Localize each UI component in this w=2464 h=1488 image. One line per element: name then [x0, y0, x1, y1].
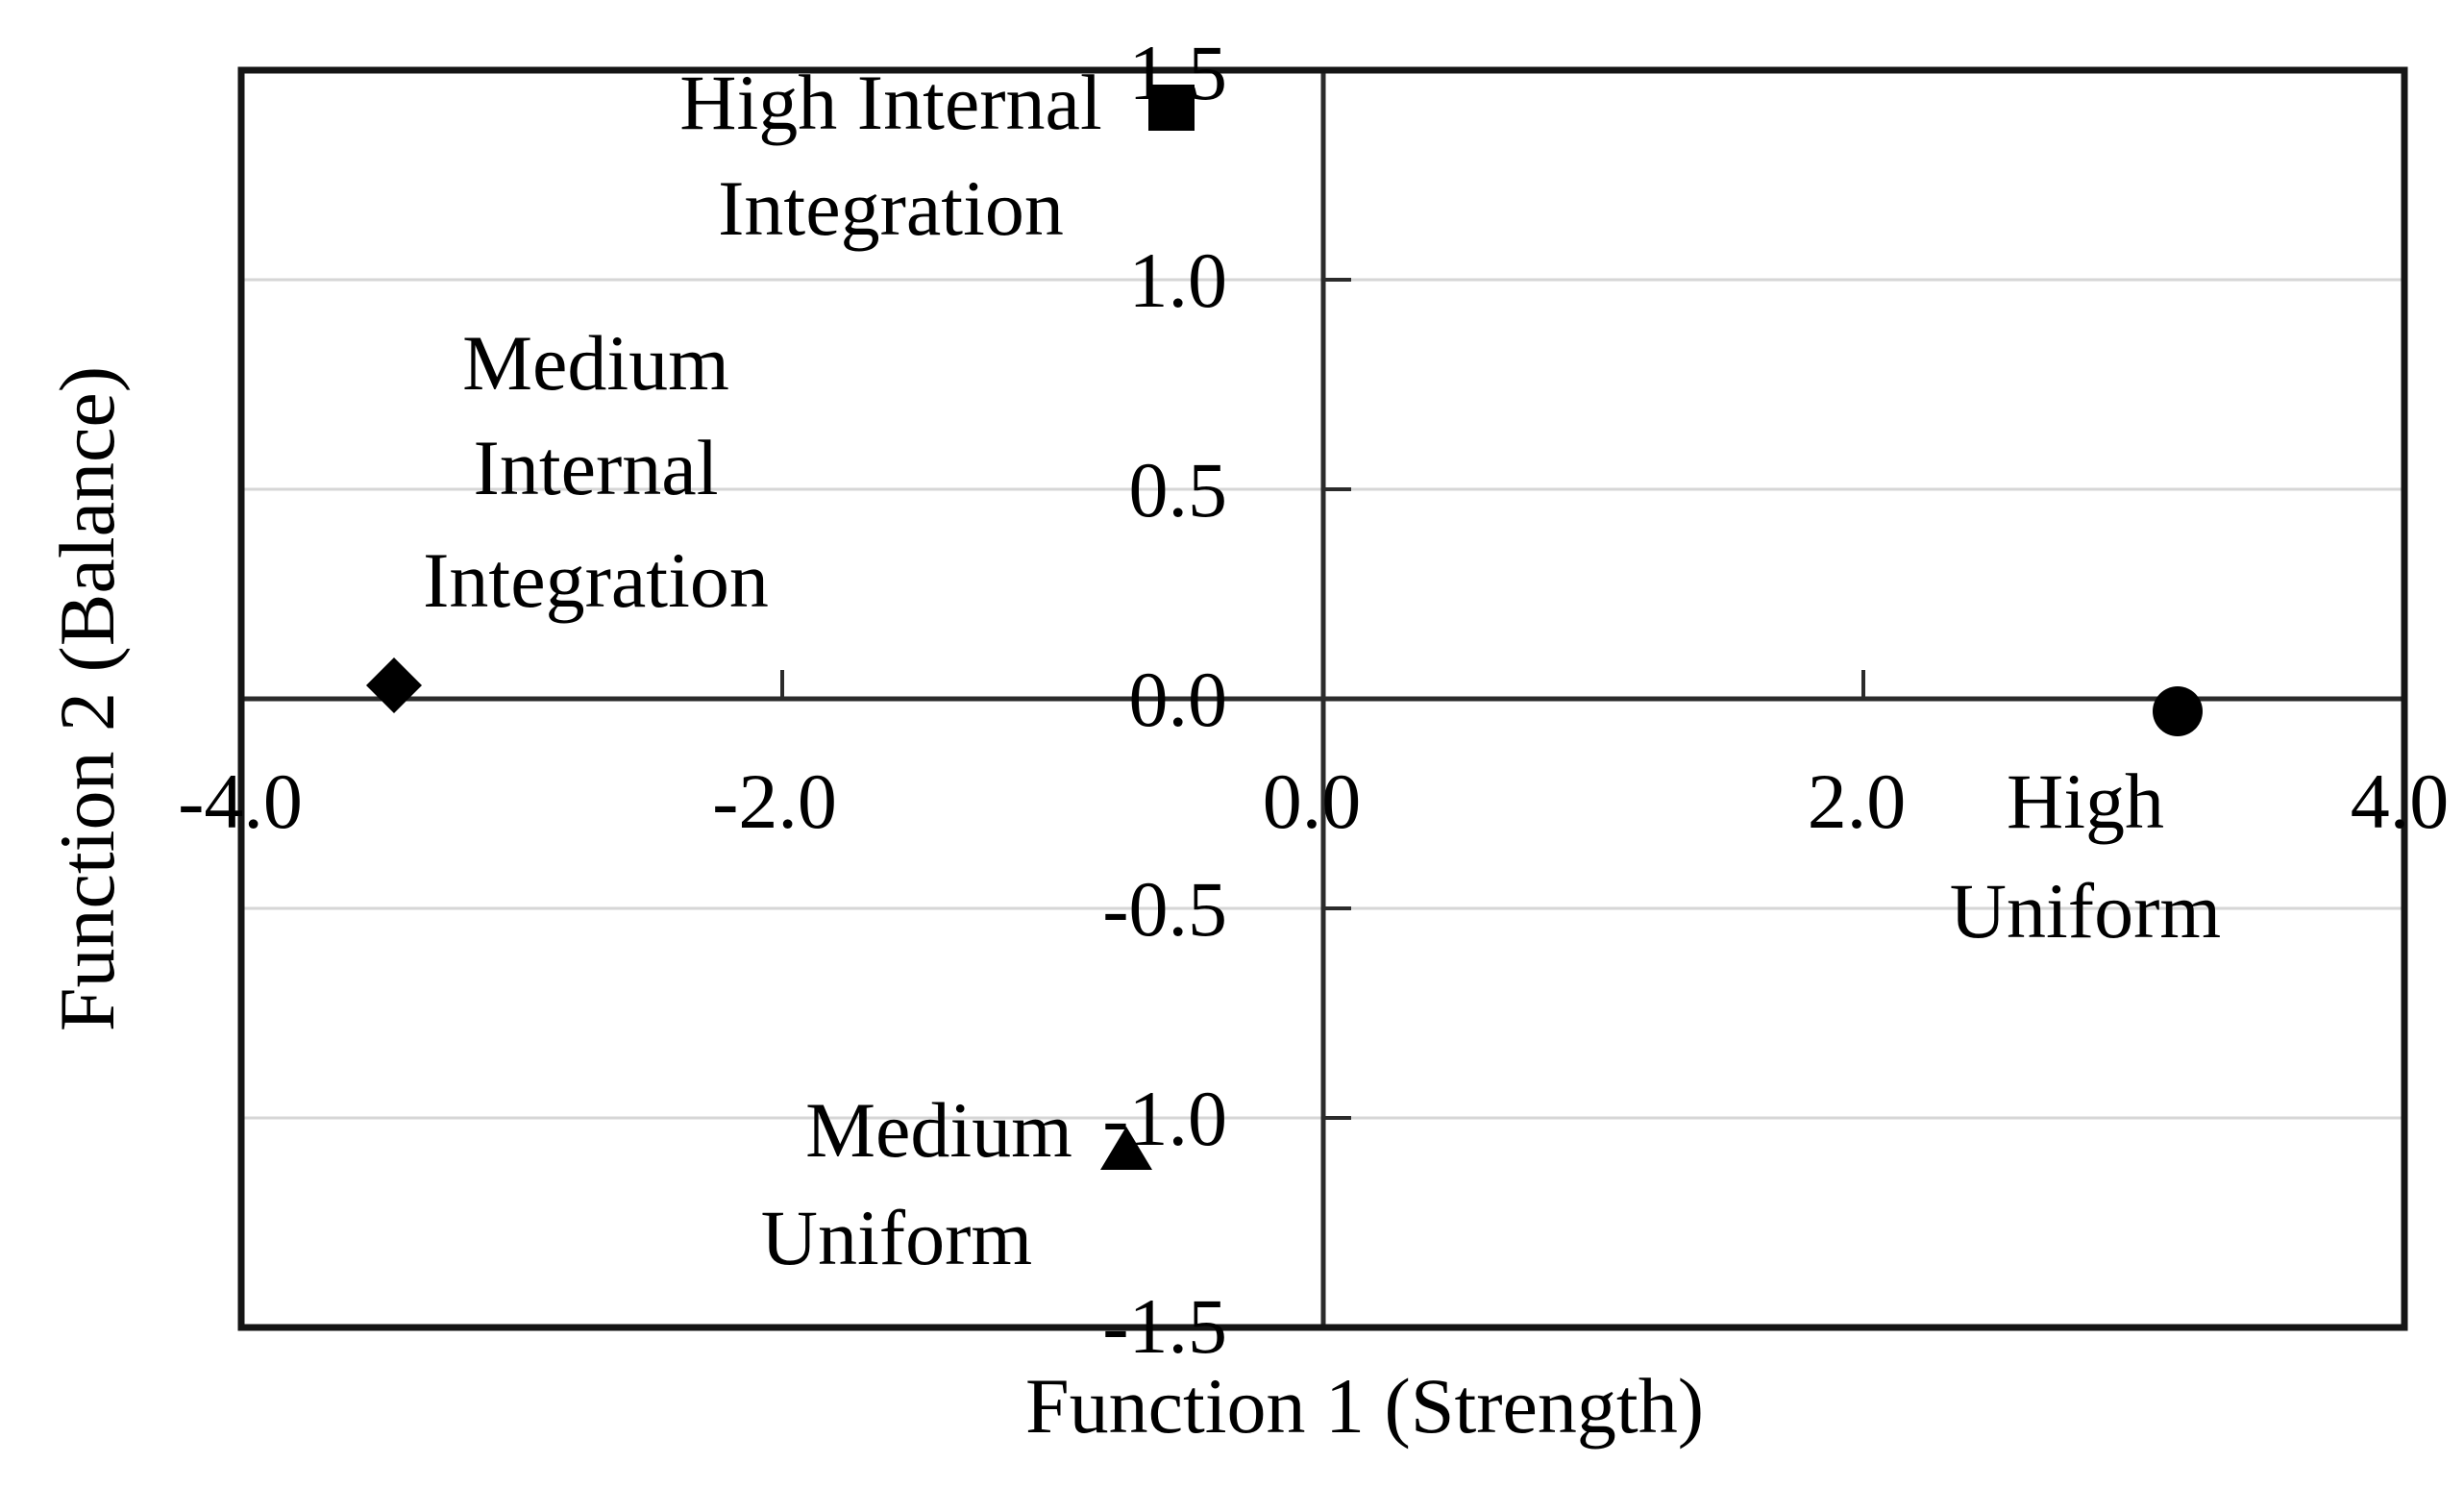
annotation-medium-uniform-line1: Medium: [805, 1086, 1072, 1174]
annotation-medium-uniform-line2: Uniform: [761, 1194, 1032, 1281]
annotation-high-uniform-line1: High: [2007, 757, 2164, 845]
annotation-high-internal-line1: High Internal: [679, 59, 1101, 146]
xtick-label-neg-2-0: -2.0: [712, 757, 837, 845]
ytick-label-0-0: 0.0: [1129, 656, 1228, 743]
marker-triangle-medium-uniform: [1100, 1127, 1152, 1170]
xtick-label-2-0: 2.0: [1808, 757, 1907, 845]
ytick-label-1-0: 1.0: [1129, 236, 1228, 324]
marker-circle-high-uniform: [2153, 686, 2203, 736]
ytick-label-0-5: 0.5: [1129, 446, 1228, 533]
ytick-label-neg-1-5: -1.5: [1102, 1282, 1227, 1370]
annotation-high-uniform-line2: Uniform: [1950, 867, 2221, 955]
x-axis-title: Function 1 (Strength): [1025, 1362, 1704, 1450]
y-axis-title: Function 2 (Balance): [43, 366, 131, 1031]
marker-square-high-internal-integration: [1148, 85, 1195, 131]
xtick-label-neg-4-0: -4.0: [178, 757, 303, 845]
annotation-high-internal-line2: Integration: [718, 164, 1064, 252]
ytick-label-neg-0-5: -0.5: [1102, 865, 1227, 953]
plot-border: [237, 66, 2408, 1331]
annotation-medium-internal-line2: Internal: [474, 424, 719, 511]
annotation-medium-internal-line3: Integration: [423, 536, 769, 624]
xtick-label-0-0: 0.0: [1263, 757, 1362, 845]
xtick-label-4-0: 4.0: [2351, 757, 2450, 845]
marker-diamond-medium-internal-integration: [366, 657, 422, 713]
annotation-medium-internal-line1: Medium: [462, 319, 729, 407]
